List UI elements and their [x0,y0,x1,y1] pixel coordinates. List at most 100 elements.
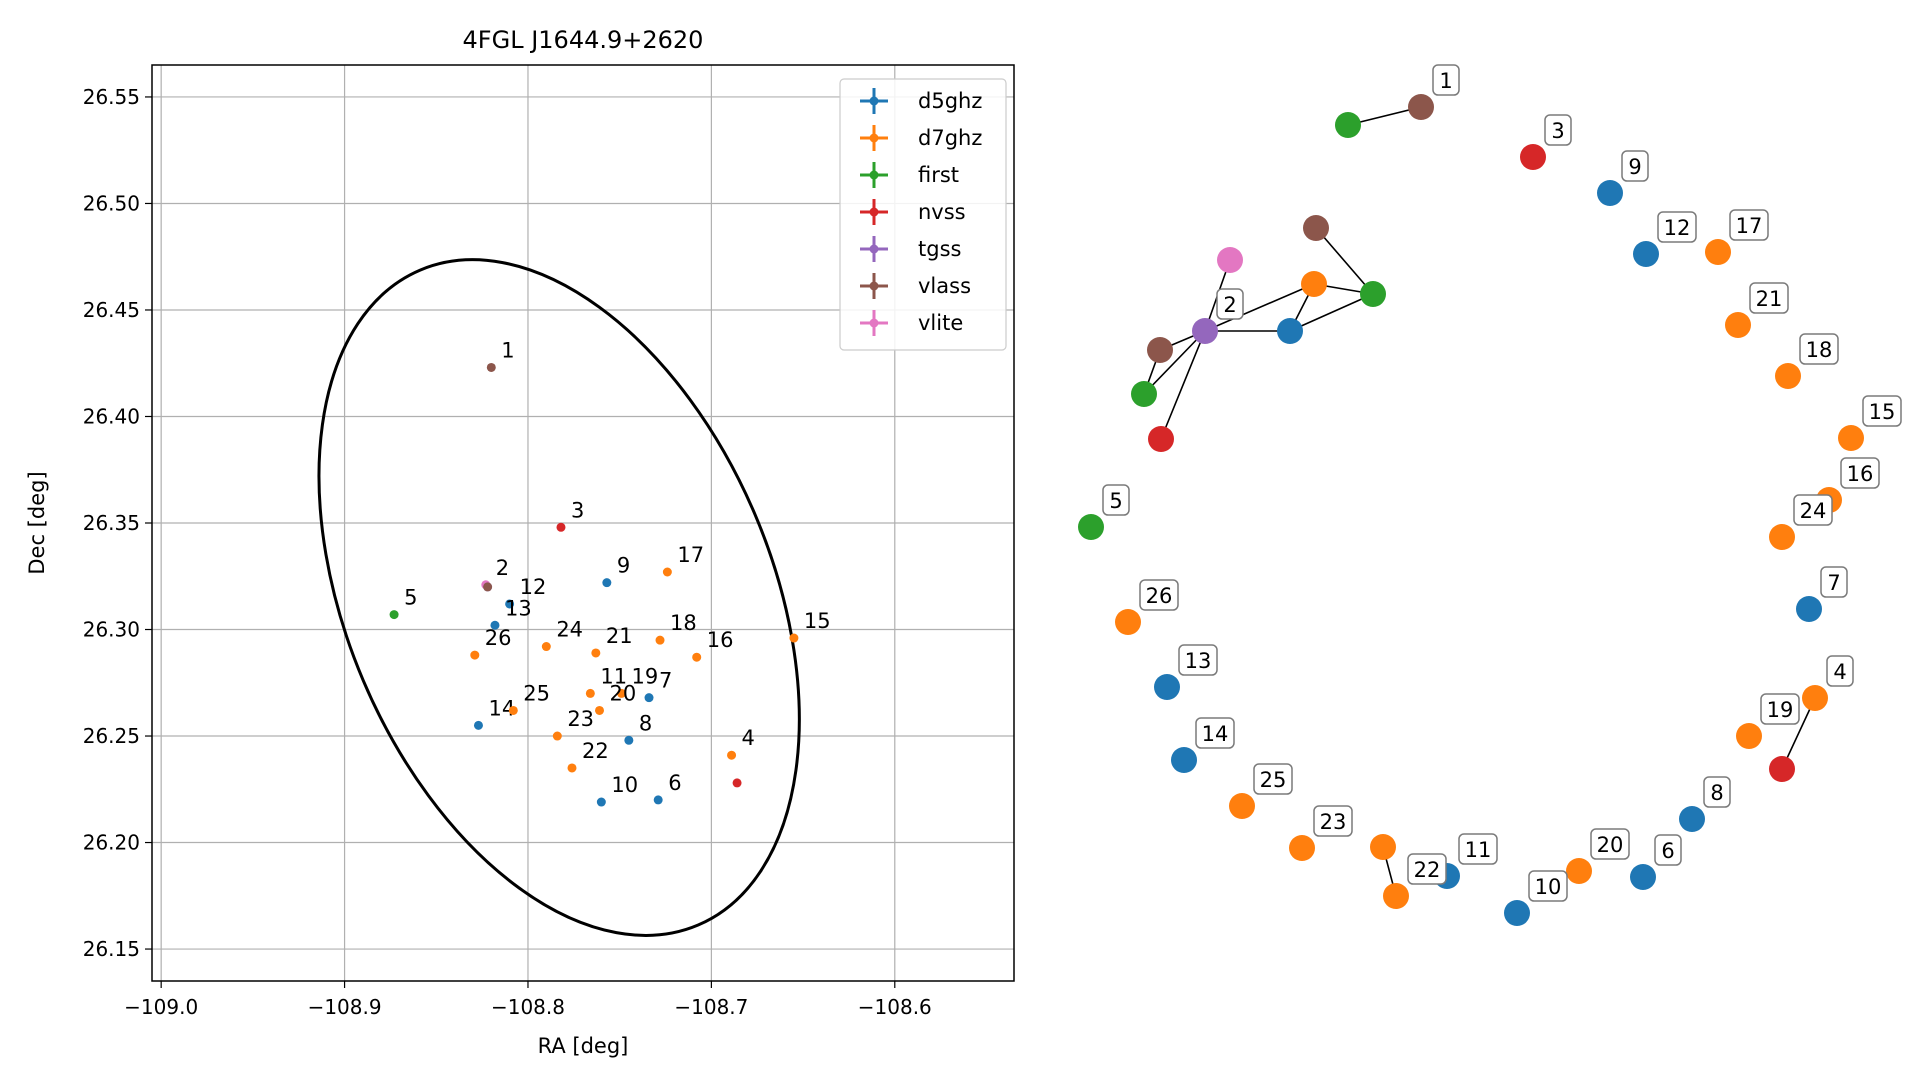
graph-node-first [1360,281,1386,307]
source-point-label: 22 [582,739,609,763]
graph-node-tgss [1192,318,1218,344]
graph-edge [1315,227,1374,295]
source-point-d7ghz [508,705,518,715]
graph-node-label-box [1729,209,1769,241]
x-tick-label: −108.8 [491,995,565,1019]
source-point-d7ghz [595,705,605,715]
graph-node-label: 3 [1551,119,1564,143]
graph-node-d7ghz [1370,834,1396,860]
graph-node-label: 20 [1597,833,1624,857]
graph-node-first [1078,514,1104,540]
graph-node-label-box [1195,717,1235,749]
graph-node-label-box [1253,763,1293,795]
source-point-label: 12 [520,575,547,599]
legend-entry-tgss: tgss [860,236,961,262]
source-point-d7ghz [662,567,672,577]
graph-edge [1143,330,1206,395]
graph-node-nvss [1769,756,1795,782]
y-tick-label: 26.45 [83,298,140,322]
legend-label: nvss [918,200,966,224]
graph-node-d5ghz [1597,180,1623,206]
x-tick-label: −108.7 [674,995,748,1019]
source-point-d5ghz [596,797,606,807]
graph-node-label: 24 [1800,499,1827,523]
x-tick-label: −108.9 [308,995,382,1019]
graph-node-d7ghz [1838,425,1864,451]
graph-node-label-box [1760,693,1800,725]
legend: d5ghz d7ghz first nvss tgss vlass vlite [839,78,1007,351]
graph-node-label-box [1432,64,1460,96]
graph-node-label-box [1528,870,1568,902]
graph-node-d7ghz [1769,524,1795,550]
source-point-label: 20 [610,681,637,705]
source-point-label: 10 [611,773,638,797]
graph-node-label: 23 [1320,810,1347,834]
graph-node-d7ghz [1301,271,1327,297]
graph-node-label: 19 [1767,698,1794,722]
graph-node-label: 9 [1628,155,1641,179]
legend-entry-vlass: vlass [860,273,971,299]
graph-node-label-box [1458,833,1498,865]
source-point-d7ghz [552,731,562,741]
graph-node-label: 5 [1109,489,1122,513]
legend-entry-vlite: vlite [860,310,963,336]
legend-box [839,78,1007,351]
graph-node-vlass [1147,337,1173,363]
source-point-label: 16 [707,628,734,652]
legend-marker [869,170,879,180]
graph-node-d5ghz [1277,318,1303,344]
y-tick-label: 26.40 [83,404,140,428]
graph-edge [1204,283,1315,332]
legend-marker [869,133,879,143]
source-point-label: 4 [742,726,755,750]
x-tick-label: −108.6 [858,995,932,1019]
graph-node-d7ghz [1229,793,1255,819]
source-point-label: 15 [804,609,831,633]
source-point-d5ghz [653,795,663,805]
graph-node-first [1131,381,1157,407]
graph-node-label-box [1862,395,1902,427]
chart-title: 4FGL J1644.9+2620 [463,26,704,54]
graph-node-label-box [1799,333,1839,365]
source-point-label: 7 [659,669,672,693]
source-point-label: 2 [496,556,509,580]
legend-marker [869,318,879,328]
source-point-d5ghz [624,735,634,745]
localization-ellipse-layer [317,258,801,937]
graph-node-label: 7 [1827,571,1840,595]
graph-node-label-box [1657,211,1697,243]
graph-edge [1289,293,1374,332]
source-point-first [389,610,399,620]
legend-entry-d7ghz: d7ghz [860,125,982,151]
scatter-panel: 4FGL J1644.9+2620 1234567891011121314151… [25,26,1015,1058]
graph-node-d7ghz [1566,858,1592,884]
graph-node-nvss [1520,144,1546,170]
graph-node-vlite [1217,247,1243,273]
graph-node-label: 11 [1465,838,1492,862]
graph-node-label-box [1313,805,1353,837]
graph-node-label-box [1102,484,1130,516]
legend-entry-d5ghz: d5ghz [860,88,982,114]
y-tick-label: 26.20 [83,831,140,855]
source-point-d7ghz [789,633,799,643]
graph-node-label-box [1590,828,1630,860]
x-axis-ticks: −109.0 −108.9 −108.8 −108.7 −108.6 [124,981,932,1019]
graph-node-d7ghz [1383,883,1409,909]
legend-label: vlite [918,311,963,335]
legend-label: vlass [918,274,971,298]
graph-node-label-box [1703,776,1731,808]
legend-marker [869,244,879,254]
graph-node-label: 6 [1661,839,1674,863]
x-tick-label: −109.0 [124,995,198,1019]
source-point-d5ghz [490,620,500,630]
source-point-d5ghz [602,578,612,588]
graph-node-nvss [1148,426,1174,452]
y-axis-ticks: 26.15 26.20 26.25 26.30 26.35 26.40 26.45 26.50… [83,85,152,961]
graph-edge [1781,697,1816,770]
source-point-d7ghz [692,652,702,662]
graph-node-label-box [1216,288,1244,320]
graph-node-d7ghz [1802,685,1828,711]
graph-node-label: 25 [1260,768,1287,792]
graph-node-label: 8 [1710,781,1723,805]
